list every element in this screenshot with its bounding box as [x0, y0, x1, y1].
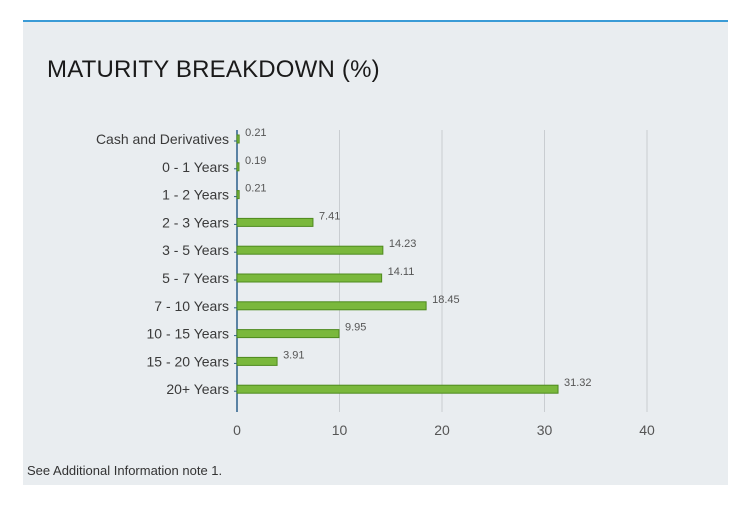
data-label: 9.95 [345, 322, 366, 334]
category-label: 2 - 3 Years [162, 214, 229, 230]
category-label: 10 - 15 Years [146, 326, 229, 342]
bar [236, 273, 383, 283]
data-label: 14.23 [389, 238, 417, 250]
chart-title: MATURITY BREAKDOWN (%) [47, 56, 380, 83]
data-label: 0.19 [245, 155, 266, 167]
data-label: 14.11 [388, 266, 415, 278]
bar [236, 190, 240, 200]
bar [236, 245, 384, 255]
x-tick-label-40: 40 [639, 422, 655, 438]
data-label: 7.41 [319, 210, 340, 222]
category-label: 1 - 2 Years [162, 187, 229, 203]
x-tick-label-10: 10 [332, 422, 348, 438]
bar [236, 301, 427, 311]
category-label: 20+ Years [166, 381, 229, 397]
maturity-bar-chart: 0 10 20 30 40 Cash and Derivatives 0.21 0 - 1 Y… [96, 127, 655, 438]
data-label: 18.45 [432, 294, 460, 306]
category-label: 7 - 10 Years [154, 298, 229, 314]
data-label: 0.21 [245, 183, 266, 195]
data-label: 31.32 [564, 377, 592, 389]
bar [236, 329, 340, 339]
bar [236, 217, 314, 227]
maturity-panel: MATURITY BREAKDOWN (%) 0 10 20 30 40 Cash and… [23, 20, 728, 485]
bar [236, 162, 240, 172]
category-label: 3 - 5 Years [162, 242, 229, 258]
footnote: See Additional Information note 1. [27, 463, 223, 478]
bar [236, 384, 559, 394]
bar [236, 134, 240, 144]
x-tick-label-0: 0 [233, 422, 241, 438]
category-label: Cash and Derivatives [96, 131, 229, 147]
category-label: 0 - 1 Years [162, 159, 229, 175]
category-label: 5 - 7 Years [162, 270, 229, 286]
bar [236, 356, 278, 366]
data-label: 0.21 [245, 127, 266, 139]
x-tick-label-30: 30 [537, 422, 553, 438]
category-label: 15 - 20 Years [146, 353, 229, 369]
data-label: 3.91 [283, 349, 304, 361]
x-tick-label-20: 20 [434, 422, 450, 438]
